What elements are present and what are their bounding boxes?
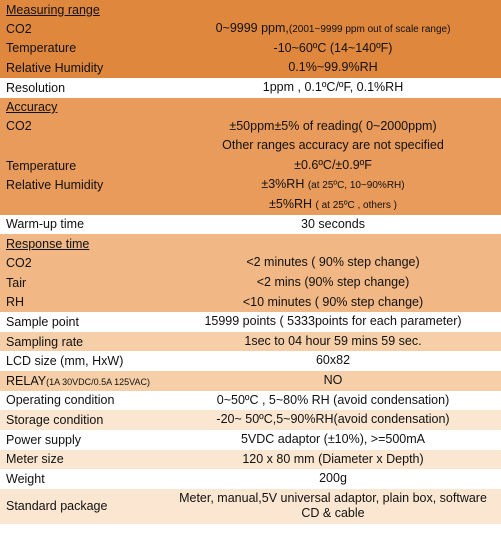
label: Power supply	[6, 433, 171, 447]
value: 15999 points ( 5333points for each param…	[171, 314, 495, 330]
row-acc-co2-2: Other ranges accuracy are not specified	[0, 136, 501, 156]
row-sampling-rate: Sampling rate 1sec to 04 hour 59 mins 59…	[0, 332, 501, 352]
section-head: Response time	[6, 237, 171, 251]
row-op-cond: Operating condition 0~50ºC , 5~80% RH (a…	[0, 391, 501, 411]
row-rt-co2: CO2 <2 minutes ( 90% step change)	[0, 253, 501, 273]
label: Resolution	[6, 81, 171, 95]
label: Warm-up time	[6, 217, 171, 231]
label: Relative Humidity	[6, 61, 171, 75]
row-acc-rh-2: ±5%RH ( at 25ºC , others )	[0, 195, 501, 215]
value: 60x82	[171, 353, 495, 369]
row-std-pkg: Standard package Meter, manual,5V univer…	[0, 489, 501, 524]
section-head: Accuracy	[6, 100, 171, 114]
label: Weight	[6, 472, 171, 486]
label: Operating condition	[6, 393, 171, 407]
value: <2 mins (90% step change)	[171, 275, 495, 291]
row-resolution: Resolution 1ppm , 0.1ºC/ºF, 0.1%RH	[0, 78, 501, 98]
value: 200g	[171, 471, 495, 487]
value: 1ppm , 0.1ºC/ºF, 0.1%RH	[171, 80, 495, 96]
row-power: Power supply 5VDC adaptor (±10%), >=500m…	[0, 430, 501, 450]
label: Standard package	[6, 499, 171, 513]
row-warmup: Warm-up time 30 seconds	[0, 215, 501, 235]
section-accuracy: Accuracy	[0, 98, 501, 117]
value: 30 seconds	[171, 217, 495, 233]
section-head: Measuring range	[6, 3, 171, 17]
value: <2 minutes ( 90% step change)	[171, 255, 495, 271]
row-rt-rh: RH <10 minutes ( 90% step change)	[0, 293, 501, 313]
label: Meter size	[6, 452, 171, 466]
value: 0~9999 ppm,(2001~9999 ppm out of scale r…	[171, 21, 495, 37]
row-relay: RELAY(1A 30VDC/0.5A 125VAC) NO	[0, 371, 501, 391]
value: -10~60ºC (14~140ºF)	[171, 41, 495, 57]
label: Temperature	[6, 41, 171, 55]
value: 5VDC adaptor (±10%), >=500mA	[171, 432, 495, 448]
label: RELAY(1A 30VDC/0.5A 125VAC)	[6, 374, 171, 388]
row-meter-size: Meter size 120 x 80 mm (Diameter x Depth…	[0, 450, 501, 470]
value: 120 x 80 mm (Diameter x Depth)	[171, 452, 495, 468]
label: CO2	[6, 119, 171, 133]
label: Sampling rate	[6, 335, 171, 349]
row-acc-temp: Temperature ±0.6ºC/±0.9ºF	[0, 156, 501, 176]
label: Temperature	[6, 159, 171, 173]
value: ±50ppm±5% of reading( 0~2000ppm)	[171, 119, 495, 135]
value: -20~ 50ºC,5~90%RH(avoid condensation)	[171, 412, 495, 428]
row-mr-temp: Temperature -10~60ºC (14~140ºF)	[0, 39, 501, 59]
row-acc-rh-1: Relative Humidity ±3%RH (at 25ºC, 10~90%…	[0, 175, 501, 195]
value: NO	[171, 373, 495, 389]
value: 1sec to 04 hour 59 mins 59 sec.	[171, 334, 495, 350]
section-measuring-range: Measuring range	[0, 0, 501, 19]
value: Other ranges accuracy are not specified	[171, 138, 495, 154]
row-rt-tair: Tair <2 mins (90% step change)	[0, 273, 501, 293]
label: Storage condition	[6, 413, 171, 427]
value: ±5%RH ( at 25ºC , others )	[171, 197, 495, 213]
label: LCD size (mm, HxW)	[6, 354, 171, 368]
value: ±0.6ºC/±0.9ºF	[171, 158, 495, 174]
value: 0~50ºC , 5~80% RH (avoid condensation)	[171, 393, 495, 409]
row-mr-rh: Relative Humidity 0.1%~99.9%RH	[0, 58, 501, 78]
value: ±3%RH (at 25ºC, 10~90%RH)	[171, 177, 495, 193]
value: 0.1%~99.9%RH	[171, 60, 495, 76]
label: CO2	[6, 22, 171, 36]
row-lcd: LCD size (mm, HxW) 60x82	[0, 351, 501, 371]
row-weight: Weight 200g	[0, 469, 501, 489]
spec-table: Measuring range CO2 0~9999 ppm,(2001~999…	[0, 0, 501, 524]
row-acc-co2-1: CO2 ±50ppm±5% of reading( 0~2000ppm)	[0, 117, 501, 137]
section-response-time: Response time	[0, 234, 501, 253]
value: <10 minutes ( 90% step change)	[171, 295, 495, 311]
row-storage: Storage condition -20~ 50ºC,5~90%RH(avoi…	[0, 410, 501, 430]
label: CO2	[6, 256, 171, 270]
label: Relative Humidity	[6, 178, 171, 192]
row-sample-point: Sample point 15999 points ( 5333points f…	[0, 312, 501, 332]
row-mr-co2: CO2 0~9999 ppm,(2001~9999 ppm out of sca…	[0, 19, 501, 39]
value: Meter, manual,5V universal adaptor, plai…	[171, 491, 495, 522]
label: Sample point	[6, 315, 171, 329]
label: RH	[6, 295, 171, 309]
label: Tair	[6, 276, 171, 290]
